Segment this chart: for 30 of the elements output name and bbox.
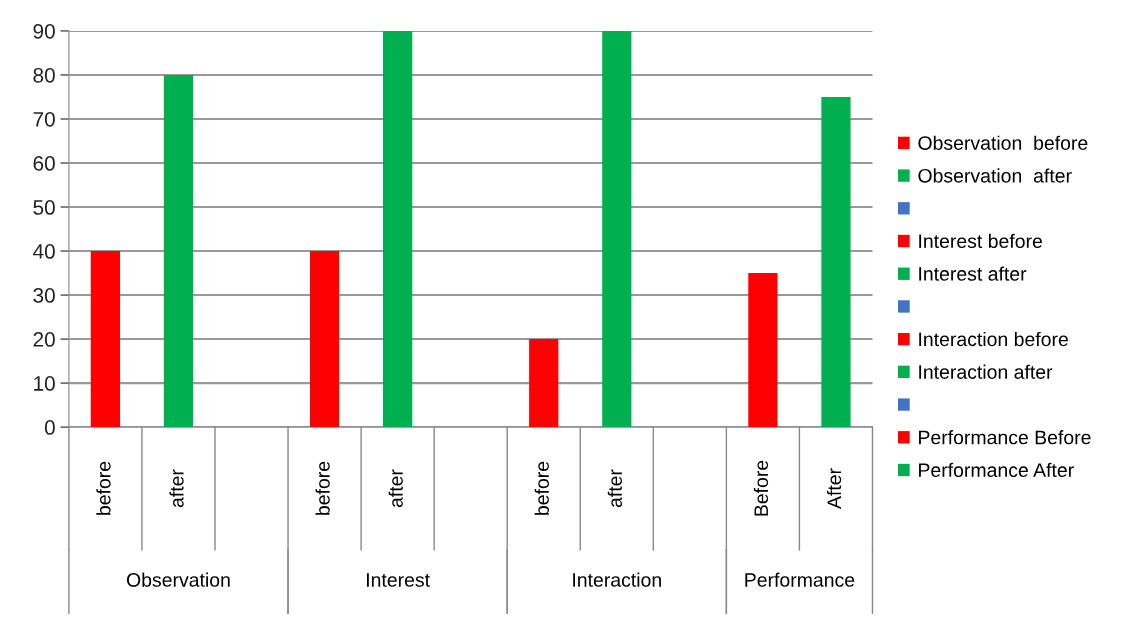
y-tick-label: 90: [33, 23, 55, 39]
y-tick-label: 60: [33, 156, 55, 171]
text: Observation: [126, 572, 230, 587]
x-tick-label: before: [96, 461, 111, 515]
x-tick-label: after: [169, 469, 184, 508]
legend-label: Interaction after: [919, 364, 1053, 379]
x-tick-label: before: [534, 461, 549, 515]
y-tick-label: 10: [34, 376, 55, 391]
x-tick-label: after: [607, 469, 623, 508]
y-tick-label: 0: [44, 420, 55, 435]
legend-label: Performance Before: [919, 430, 1091, 445]
y-tick-label: 30: [33, 288, 55, 303]
text: Interaction: [573, 572, 661, 587]
y-tick-label: 40: [32, 244, 55, 259]
legend-label: Interest after: [919, 266, 1027, 281]
y-tick-label: 70: [33, 111, 55, 127]
y-tick-label: 20: [33, 332, 55, 347]
x-tick-label: before: [315, 461, 330, 515]
x-tick-label: Before: [753, 460, 769, 516]
x-tick-label: After: [826, 468, 842, 510]
text: Interest: [367, 573, 430, 587]
text: Performance: [745, 572, 855, 587]
legend-label: Interest before: [919, 233, 1042, 249]
legend-label: Observation after: [918, 168, 1072, 183]
y-tick-label: 80: [33, 67, 55, 83]
y-tick-label: 50: [33, 200, 55, 215]
x-tick-label: after: [388, 469, 403, 508]
legend-label: Performance After: [919, 462, 1074, 478]
legend-label: Observation before: [918, 135, 1088, 150]
legend-label: Interaction before: [919, 331, 1068, 347]
